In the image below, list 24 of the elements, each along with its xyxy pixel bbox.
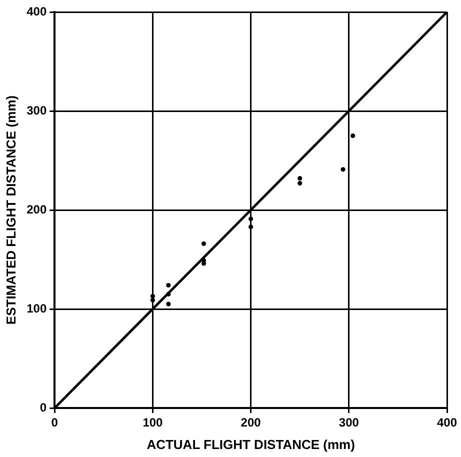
x-tick-label: 100 [142, 416, 164, 430]
point [248, 224, 254, 230]
x-tick-label: 300 [338, 416, 360, 430]
y-tick-label: 100 [26, 301, 47, 316]
x-tick-label: 0 [51, 416, 58, 430]
point [201, 241, 206, 246]
x-tick-label: 200 [240, 416, 262, 430]
y-tick-label: 400 [26, 4, 47, 18]
point [298, 176, 302, 181]
point [340, 167, 346, 172]
y-axis-title: ESTIMATED FLIGHT DISTANCE (mm) [3, 95, 18, 325]
point [350, 133, 356, 138]
y-tick-label: 300 [26, 103, 47, 118]
point [298, 180, 302, 186]
point [166, 282, 171, 288]
y-tick-label: 0 [40, 400, 47, 414]
point [166, 302, 171, 306]
y-tick-label: 200 [26, 202, 47, 216]
x-axis-title: ACTUAL FLIGHT DISTANCE (mm) [146, 436, 355, 452]
point [150, 298, 156, 302]
point [166, 292, 171, 296]
x-tick-label: 400 [436, 416, 458, 430]
point [248, 216, 254, 222]
point [150, 294, 156, 298]
